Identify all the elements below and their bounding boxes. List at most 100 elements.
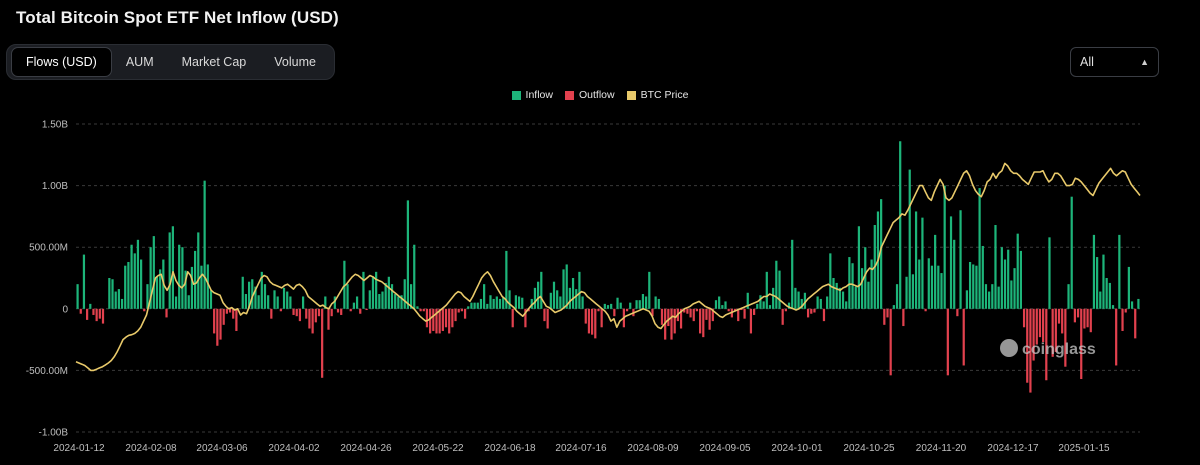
inflow-bar[interactable]	[918, 259, 921, 309]
inflow-bar[interactable]	[133, 253, 136, 309]
outflow-bar[interactable]	[228, 308, 232, 313]
inflow-bar[interactable]	[489, 295, 492, 309]
outflow-bar[interactable]	[314, 308, 317, 323]
inflow-bar[interactable]	[927, 258, 930, 309]
inflow-bar[interactable]	[260, 271, 263, 309]
outflow-bar[interactable]	[1115, 308, 1118, 366]
outflow-bar[interactable]	[1086, 308, 1089, 328]
inflow-bar[interactable]	[76, 284, 79, 309]
outflow-bar[interactable]	[625, 308, 629, 312]
inflow-bar[interactable]	[988, 291, 991, 309]
inflow-bar[interactable]	[606, 305, 610, 309]
outflow-bar[interactable]	[92, 308, 95, 315]
outflow-bar[interactable]	[1121, 308, 1124, 331]
outflow-bar[interactable]	[651, 308, 654, 317]
outflow-bar[interactable]	[101, 308, 105, 324]
outflow-bar[interactable]	[365, 308, 368, 311]
outflow-bar[interactable]	[235, 308, 238, 331]
inflow-bar[interactable]	[1127, 266, 1130, 309]
outflow-bar[interactable]	[733, 308, 737, 312]
inflow-bar[interactable]	[657, 298, 660, 309]
outflow-bar[interactable]	[1022, 308, 1026, 328]
inflow-bar[interactable]	[765, 271, 768, 309]
outflow-bar[interactable]	[298, 308, 302, 322]
inflow-bar[interactable]	[409, 284, 413, 309]
outflow-bar[interactable]	[95, 308, 98, 322]
outflow-bar[interactable]	[543, 308, 546, 322]
inflow-bar[interactable]	[203, 180, 206, 309]
outflow-bar[interactable]	[349, 308, 352, 312]
inflow-bar[interactable]	[1118, 234, 1121, 309]
btc-price-line[interactable]	[75, 162, 1141, 372]
inflow-bar[interactable]	[486, 303, 489, 309]
outflow-bar[interactable]	[429, 308, 432, 334]
outflow-bar[interactable]	[441, 308, 444, 331]
inflow-bar[interactable]	[152, 236, 155, 309]
inflow-bar[interactable]	[146, 284, 149, 309]
inflow-bar[interactable]	[549, 292, 552, 309]
inflow-bar[interactable]	[943, 185, 946, 309]
inflow-bar[interactable]	[174, 296, 178, 309]
inflow-bar[interactable]	[841, 291, 845, 309]
outflow-bar[interactable]	[692, 308, 695, 322]
inflow-bar[interactable]	[1013, 268, 1016, 309]
inflow-bar[interactable]	[244, 294, 248, 309]
inflow-bar[interactable]	[645, 296, 648, 309]
inflow-bar[interactable]	[1099, 291, 1102, 309]
inflow-bar[interactable]	[492, 298, 495, 309]
inflow-bar[interactable]	[832, 278, 835, 309]
inflow-bar[interactable]	[724, 301, 727, 309]
inflow-bar[interactable]	[502, 297, 505, 309]
inflow-bar[interactable]	[498, 298, 502, 309]
inflow-bar[interactable]	[403, 279, 406, 309]
inflow-bar[interactable]	[276, 296, 279, 309]
inflow-bar[interactable]	[397, 296, 400, 309]
inflow-bar[interactable]	[930, 265, 934, 309]
outflow-bar[interactable]	[1080, 308, 1083, 380]
inflow-bar[interactable]	[206, 264, 209, 309]
inflow-bar[interactable]	[476, 302, 479, 309]
outflow-bar[interactable]	[454, 308, 457, 322]
inflow-bar[interactable]	[1130, 301, 1134, 309]
inflow-bar[interactable]	[908, 169, 911, 309]
outflow-bar[interactable]	[737, 308, 740, 322]
outflow-bar[interactable]	[295, 308, 298, 317]
inflow-bar[interactable]	[1019, 250, 1022, 309]
inflow-bar[interactable]	[953, 239, 956, 309]
inflow-bar[interactable]	[851, 263, 854, 309]
outflow-bar[interactable]	[327, 308, 330, 330]
outflow-bar[interactable]	[270, 308, 273, 319]
inflow-bar[interactable]	[1102, 254, 1105, 309]
outflow-bar[interactable]	[660, 308, 664, 325]
inflow-bar[interactable]	[654, 296, 657, 309]
outflow-bar[interactable]	[1042, 308, 1045, 343]
outflow-bar[interactable]	[1134, 308, 1137, 339]
tab-market-cap[interactable]: Market Cap	[181, 55, 247, 69]
inflow-bar[interactable]	[762, 301, 765, 309]
inflow-bar[interactable]	[556, 290, 559, 309]
inflow-bar[interactable]	[508, 290, 511, 309]
outflow-bar[interactable]	[591, 308, 594, 335]
inflow-bar[interactable]	[759, 295, 762, 309]
inflow-bar[interactable]	[470, 302, 473, 309]
inflow-bar[interactable]	[89, 303, 92, 309]
outflow-bar[interactable]	[292, 308, 295, 315]
outflow-bar[interactable]	[727, 308, 730, 312]
inflow-bar[interactable]	[111, 279, 114, 309]
outflow-bar[interactable]	[1057, 308, 1061, 324]
inflow-bar[interactable]	[864, 247, 867, 309]
inflow-bar[interactable]	[495, 296, 498, 309]
inflow-bar[interactable]	[829, 253, 832, 309]
outflow-bar[interactable]	[784, 308, 787, 312]
inflow-bar[interactable]	[638, 300, 641, 309]
inflow-bar[interactable]	[467, 306, 470, 309]
inflow-bar[interactable]	[346, 284, 349, 309]
inflow-bar[interactable]	[575, 289, 578, 309]
inflow-bar[interactable]	[1000, 247, 1003, 309]
inflow-bar[interactable]	[635, 300, 638, 309]
outflow-bar[interactable]	[1045, 308, 1048, 381]
inflow-bar[interactable]	[794, 287, 797, 309]
outflow-bar[interactable]	[705, 308, 708, 320]
outflow-bar[interactable]	[419, 308, 422, 312]
outflow-bar[interactable]	[448, 308, 451, 334]
